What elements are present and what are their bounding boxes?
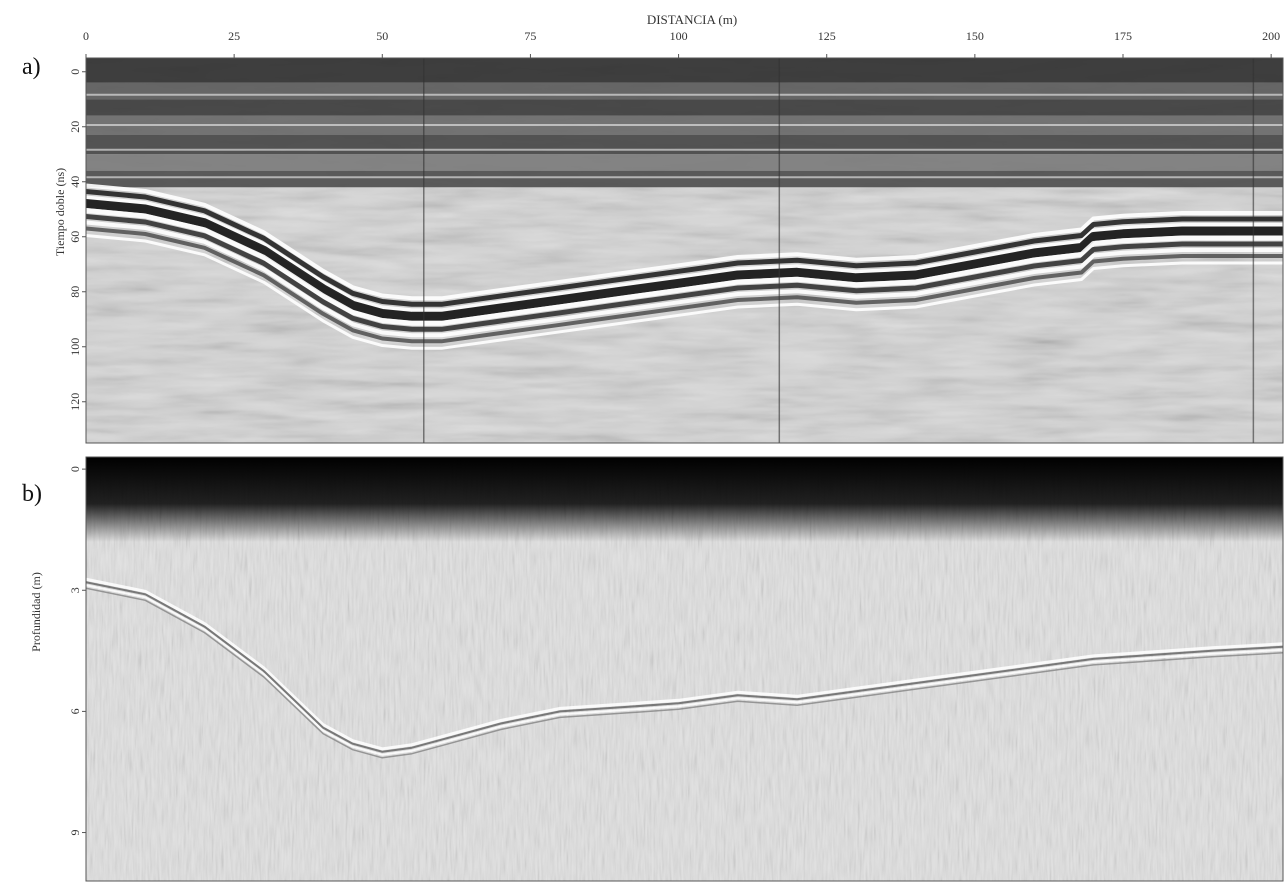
- panel-a-streak-2: [86, 148, 1283, 151]
- panel-a-y-tick-label-2: 40: [68, 176, 82, 188]
- panel-a-y-tick-label-3: 60: [68, 231, 82, 243]
- panel-b-radargram: [86, 457, 1283, 881]
- panel-a-reflector-line-1: [86, 189, 1283, 307]
- panel-a-reflector-line-2: [86, 195, 1283, 313]
- panel-a-x-tick-label-8: 200: [1262, 29, 1280, 43]
- panel-a-band-5: [86, 154, 1283, 171]
- panel-a-x-tick-label-1: 25: [228, 29, 240, 43]
- panel-a-band-2: [86, 99, 1283, 116]
- panel-a-x-tick-label-6: 150: [966, 29, 984, 43]
- panel-b-letter: b): [22, 481, 42, 507]
- panel-a-letter: a): [22, 54, 41, 80]
- panel-b-y-tick-label-0: 0: [68, 466, 82, 472]
- panel-a-y-tick-label-0: 0: [68, 69, 82, 75]
- panel-a-y-axis-title: Tiempo doble (ns): [53, 168, 67, 256]
- panel-a-radargram: [86, 58, 1283, 443]
- panel-b-y-axis-title: Profundidad (m): [29, 572, 43, 652]
- panel-a-reflector-line-0: [86, 183, 1283, 301]
- panel-a-x-tick-label-3: 75: [524, 29, 536, 43]
- panel-a-reflector-line-8: [86, 234, 1283, 350]
- panel-a-y-ticks: 0 20 40 60 80 100 120: [68, 69, 86, 411]
- panel-a-band-6: [86, 170, 1283, 188]
- panel-a-artifacts: [423, 58, 1255, 443]
- panel-b-reflector-line-3: [86, 587, 1283, 759]
- panel-a-streak-3: [86, 176, 1283, 179]
- panel-a-reflector-group: [86, 183, 1283, 350]
- panel-b-y-tick-label-3: 9: [68, 830, 82, 836]
- panel-a-band-1: [86, 82, 1283, 100]
- x-axis-title: DISTANCIA (m): [647, 12, 737, 27]
- panel-a-reflector-line-6: [86, 220, 1283, 338]
- panel-a-x-tick-label-2: 50: [376, 29, 388, 43]
- panel-b-reflector-line-0: [86, 577, 1283, 751]
- panel-a-y-tick-label-1: 20: [68, 121, 82, 133]
- panel-a-x-ticks: 0 25 50 75 100 125 150 175 200: [83, 29, 1280, 58]
- panel-a-x-tick-label-7: 175: [1114, 29, 1132, 43]
- panel-b-frame: [85, 456, 1284, 882]
- panel-a-reflector-line-3: [86, 199, 1283, 321]
- panel-b-reflector-group: [86, 577, 1283, 759]
- panel-a-y-tick-label-6: 120: [68, 393, 82, 411]
- panel-a-y-tick-label-4: 80: [68, 286, 82, 298]
- panel-a-streak-0: [86, 93, 1283, 96]
- panel-b-y-tick-label-2: 6: [68, 708, 82, 714]
- panel-b-reflector-line-1: [86, 581, 1283, 753]
- panel-a-y-tick-label-5: 100: [68, 338, 82, 356]
- panel-a-x-tick-label-4: 100: [670, 29, 688, 43]
- panel-a-frame: [85, 57, 1284, 444]
- panel-b-y-ticks: 0 3 6 9: [68, 466, 86, 836]
- panel-a-streak-1: [86, 124, 1283, 126]
- panel-a-reflector-line-7: [86, 226, 1283, 344]
- panel-a-reflector-line-4: [86, 208, 1283, 326]
- panel-a-bands: [86, 58, 1283, 188]
- panel-a-band-0: [86, 58, 1283, 83]
- panel-b-y-tick-label-1: 3: [68, 587, 82, 593]
- panel-a-x-tick-label-0: 0: [83, 29, 89, 43]
- panel-b-near-surface-noise: [86, 457, 1283, 542]
- panel-a-reflector-line-5: [86, 214, 1283, 332]
- panel-a-band-4: [86, 135, 1283, 155]
- panel-a-x-tick-label-5: 125: [818, 29, 836, 43]
- panel-b-reflector-line-2: [86, 584, 1283, 756]
